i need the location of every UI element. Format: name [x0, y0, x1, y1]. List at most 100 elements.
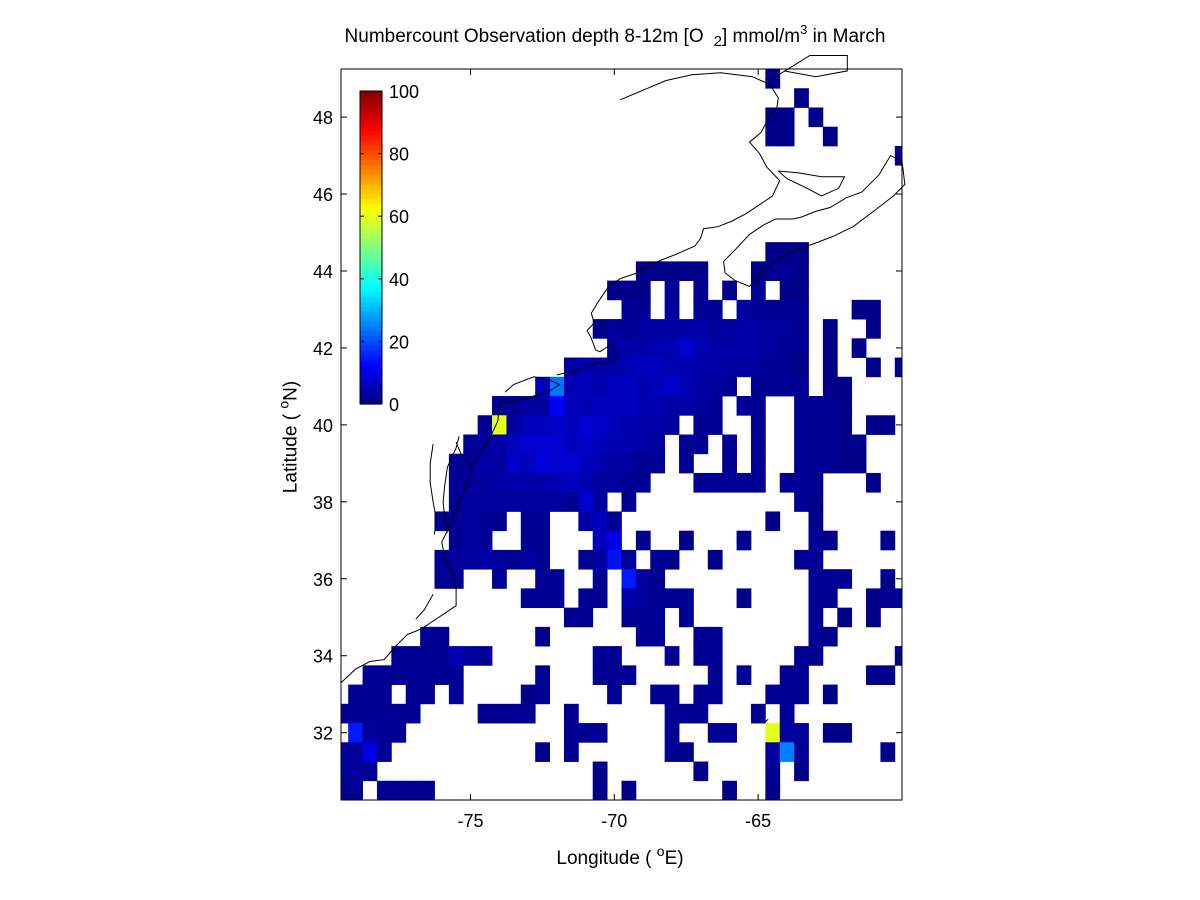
heatmap-cell — [722, 319, 737, 339]
heatmap-cell — [693, 626, 709, 647]
heatmap-cell — [621, 357, 637, 378]
heatmap-cell — [578, 492, 594, 512]
colorbar-segment — [360, 301, 382, 307]
heatmap-cell — [477, 530, 493, 551]
heatmap-cell — [808, 415, 824, 435]
heatmap-cell — [679, 588, 694, 609]
heatmap-cell — [405, 684, 421, 705]
heatmap-cell — [592, 319, 608, 339]
heatmap-cell — [880, 415, 896, 435]
heatmap-cell — [808, 453, 824, 474]
heatmap-cell — [492, 434, 507, 455]
heatmap-cell — [722, 338, 737, 358]
heatmap-cell — [592, 511, 608, 532]
colorbar-tick-label: 60 — [389, 207, 409, 227]
heatmap-cell — [362, 742, 378, 762]
heatmap-cell — [779, 472, 795, 493]
heatmap-cell — [506, 434, 522, 455]
heatmap-cell — [750, 453, 766, 474]
heatmap-cell — [405, 703, 421, 724]
heatmap-cell — [679, 357, 694, 378]
colorbar-segment — [360, 232, 382, 239]
heatmap-cell — [607, 319, 622, 339]
heatmap-cell — [578, 453, 594, 474]
colorbar-segment — [360, 154, 382, 161]
heatmap-cell — [635, 453, 651, 474]
heatmap-cell — [693, 684, 709, 705]
heatmap-cell — [463, 434, 479, 455]
heatmap-cell — [866, 588, 881, 609]
heatmap-cell — [578, 588, 594, 609]
heatmap-cell — [837, 415, 853, 435]
heatmap-cell — [808, 626, 824, 647]
heatmap-cell — [650, 434, 666, 455]
heatmap-cell — [650, 684, 666, 705]
heatmap-cell — [348, 703, 363, 724]
heatmap-cell — [736, 530, 752, 551]
y-tick-label: 42 — [313, 339, 333, 359]
colorbar-segment — [360, 242, 382, 249]
heatmap-cell — [592, 780, 608, 801]
heatmap-cell — [376, 703, 392, 724]
heatmap-cell — [650, 626, 666, 647]
heatmap-cell — [664, 723, 680, 743]
heatmap-cell — [822, 319, 838, 339]
heatmap-cell — [477, 646, 493, 666]
heatmap-cell — [535, 415, 550, 435]
heatmap-cell — [535, 684, 550, 705]
heatmap-cell — [779, 319, 795, 339]
heatmap-cell — [621, 492, 637, 512]
heatmap-cell — [391, 723, 407, 743]
heatmap-cell — [341, 703, 349, 724]
heatmap-cell — [880, 742, 896, 762]
heatmap-cell — [563, 415, 579, 435]
heatmap-cell — [506, 453, 522, 474]
heatmap-cell — [621, 472, 637, 493]
heatmap-cell — [549, 569, 565, 589]
heatmap-cell — [693, 761, 709, 782]
heatmap-cell — [635, 607, 651, 628]
heatmap-cell — [520, 492, 536, 512]
heatmap-cell — [563, 607, 579, 628]
heatmap-cell — [736, 396, 752, 416]
heatmap-cell — [736, 338, 752, 358]
heatmap-cell — [679, 434, 694, 455]
heatmap-cell — [477, 492, 493, 512]
heatmap-cell — [578, 549, 594, 570]
heatmap-cell — [736, 319, 752, 339]
heatmap-cell — [765, 376, 781, 397]
heatmap-cell — [679, 319, 694, 339]
heatmap-cell — [866, 607, 881, 628]
heatmap-cell — [635, 588, 651, 609]
heatmap-cell — [707, 357, 723, 378]
heatmap-cell — [794, 761, 809, 782]
colorbar-segment — [360, 218, 382, 224]
heatmap-cell — [607, 530, 622, 551]
heatmap-cell — [434, 569, 450, 589]
heatmap-cell — [822, 569, 838, 589]
heatmap-cell — [707, 646, 723, 666]
heatmap-cell — [664, 357, 680, 378]
heatmap-cell — [520, 453, 536, 474]
colorbar-segment — [360, 306, 382, 312]
heatmap-cell — [492, 703, 507, 724]
heatmap-cell — [563, 492, 579, 512]
heatmap-cell — [463, 530, 479, 551]
heatmap-cell — [592, 472, 608, 493]
heatmap-cell — [341, 780, 349, 801]
heatmap-cell — [635, 357, 651, 378]
heatmap-cell — [851, 299, 867, 320]
heatmap-cell — [808, 549, 824, 570]
colorbar-segment — [360, 262, 382, 268]
y-tick-label: 44 — [313, 262, 333, 282]
heatmap-cell — [693, 415, 709, 435]
heatmap-cell — [808, 472, 824, 493]
heatmap-cell — [664, 684, 680, 705]
heatmap-cell — [894, 588, 903, 609]
heatmap-cell — [492, 453, 507, 474]
heatmap-cell — [635, 626, 651, 647]
heatmap-cell — [765, 319, 781, 339]
colorbar-segment — [360, 208, 382, 214]
colorbar-tick-label: 0 — [389, 395, 399, 415]
